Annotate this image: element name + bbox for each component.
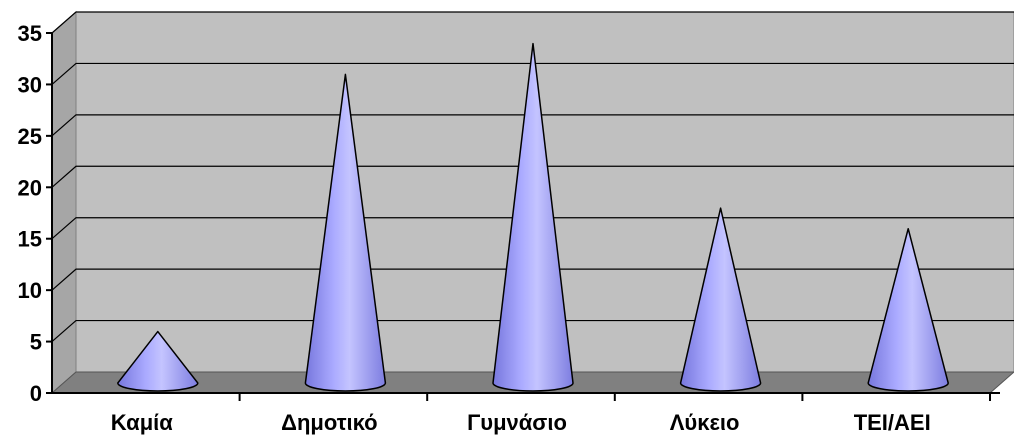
x-category-label: Δημοτικό [281, 410, 377, 435]
cone-5 [867, 227, 949, 392]
x-axis: Καμία Δημοτικό Γυμνάσιο Λύκειο ΤΕΙ/ΑΕΙ [111, 393, 991, 435]
y-tick-label: 0 [30, 381, 42, 406]
chart-side-wall [51, 10, 77, 395]
gridline [51, 11, 1014, 34]
cone-4 [679, 207, 762, 392]
y-axis: 0 5 10 15 20 25 30 35 [18, 21, 52, 406]
x-category-label: Καμία [111, 410, 173, 435]
x-category-label: ΤΕΙ/ΑΕΙ [854, 410, 931, 435]
gridline [51, 268, 1014, 291]
y-tick-label: 10 [18, 278, 42, 303]
x-category-label: Λύκειο [670, 410, 740, 435]
cones [117, 42, 949, 392]
y-tick-label: 35 [18, 21, 42, 46]
x-category-label: Γυμνάσιο [467, 410, 567, 435]
gridline [51, 217, 1014, 240]
gridline [51, 114, 1014, 137]
y-tick-label: 20 [18, 175, 42, 200]
y-tick-label: 30 [18, 72, 42, 97]
y-tick-label: 5 [30, 330, 42, 355]
gridline [51, 62, 1014, 85]
y-tick-label: 25 [18, 124, 42, 149]
cone-1 [117, 330, 199, 392]
cone-3 [492, 42, 574, 392]
gridline [51, 165, 1014, 188]
cone-2 [304, 73, 387, 392]
y-tick-label: 15 [18, 227, 42, 252]
